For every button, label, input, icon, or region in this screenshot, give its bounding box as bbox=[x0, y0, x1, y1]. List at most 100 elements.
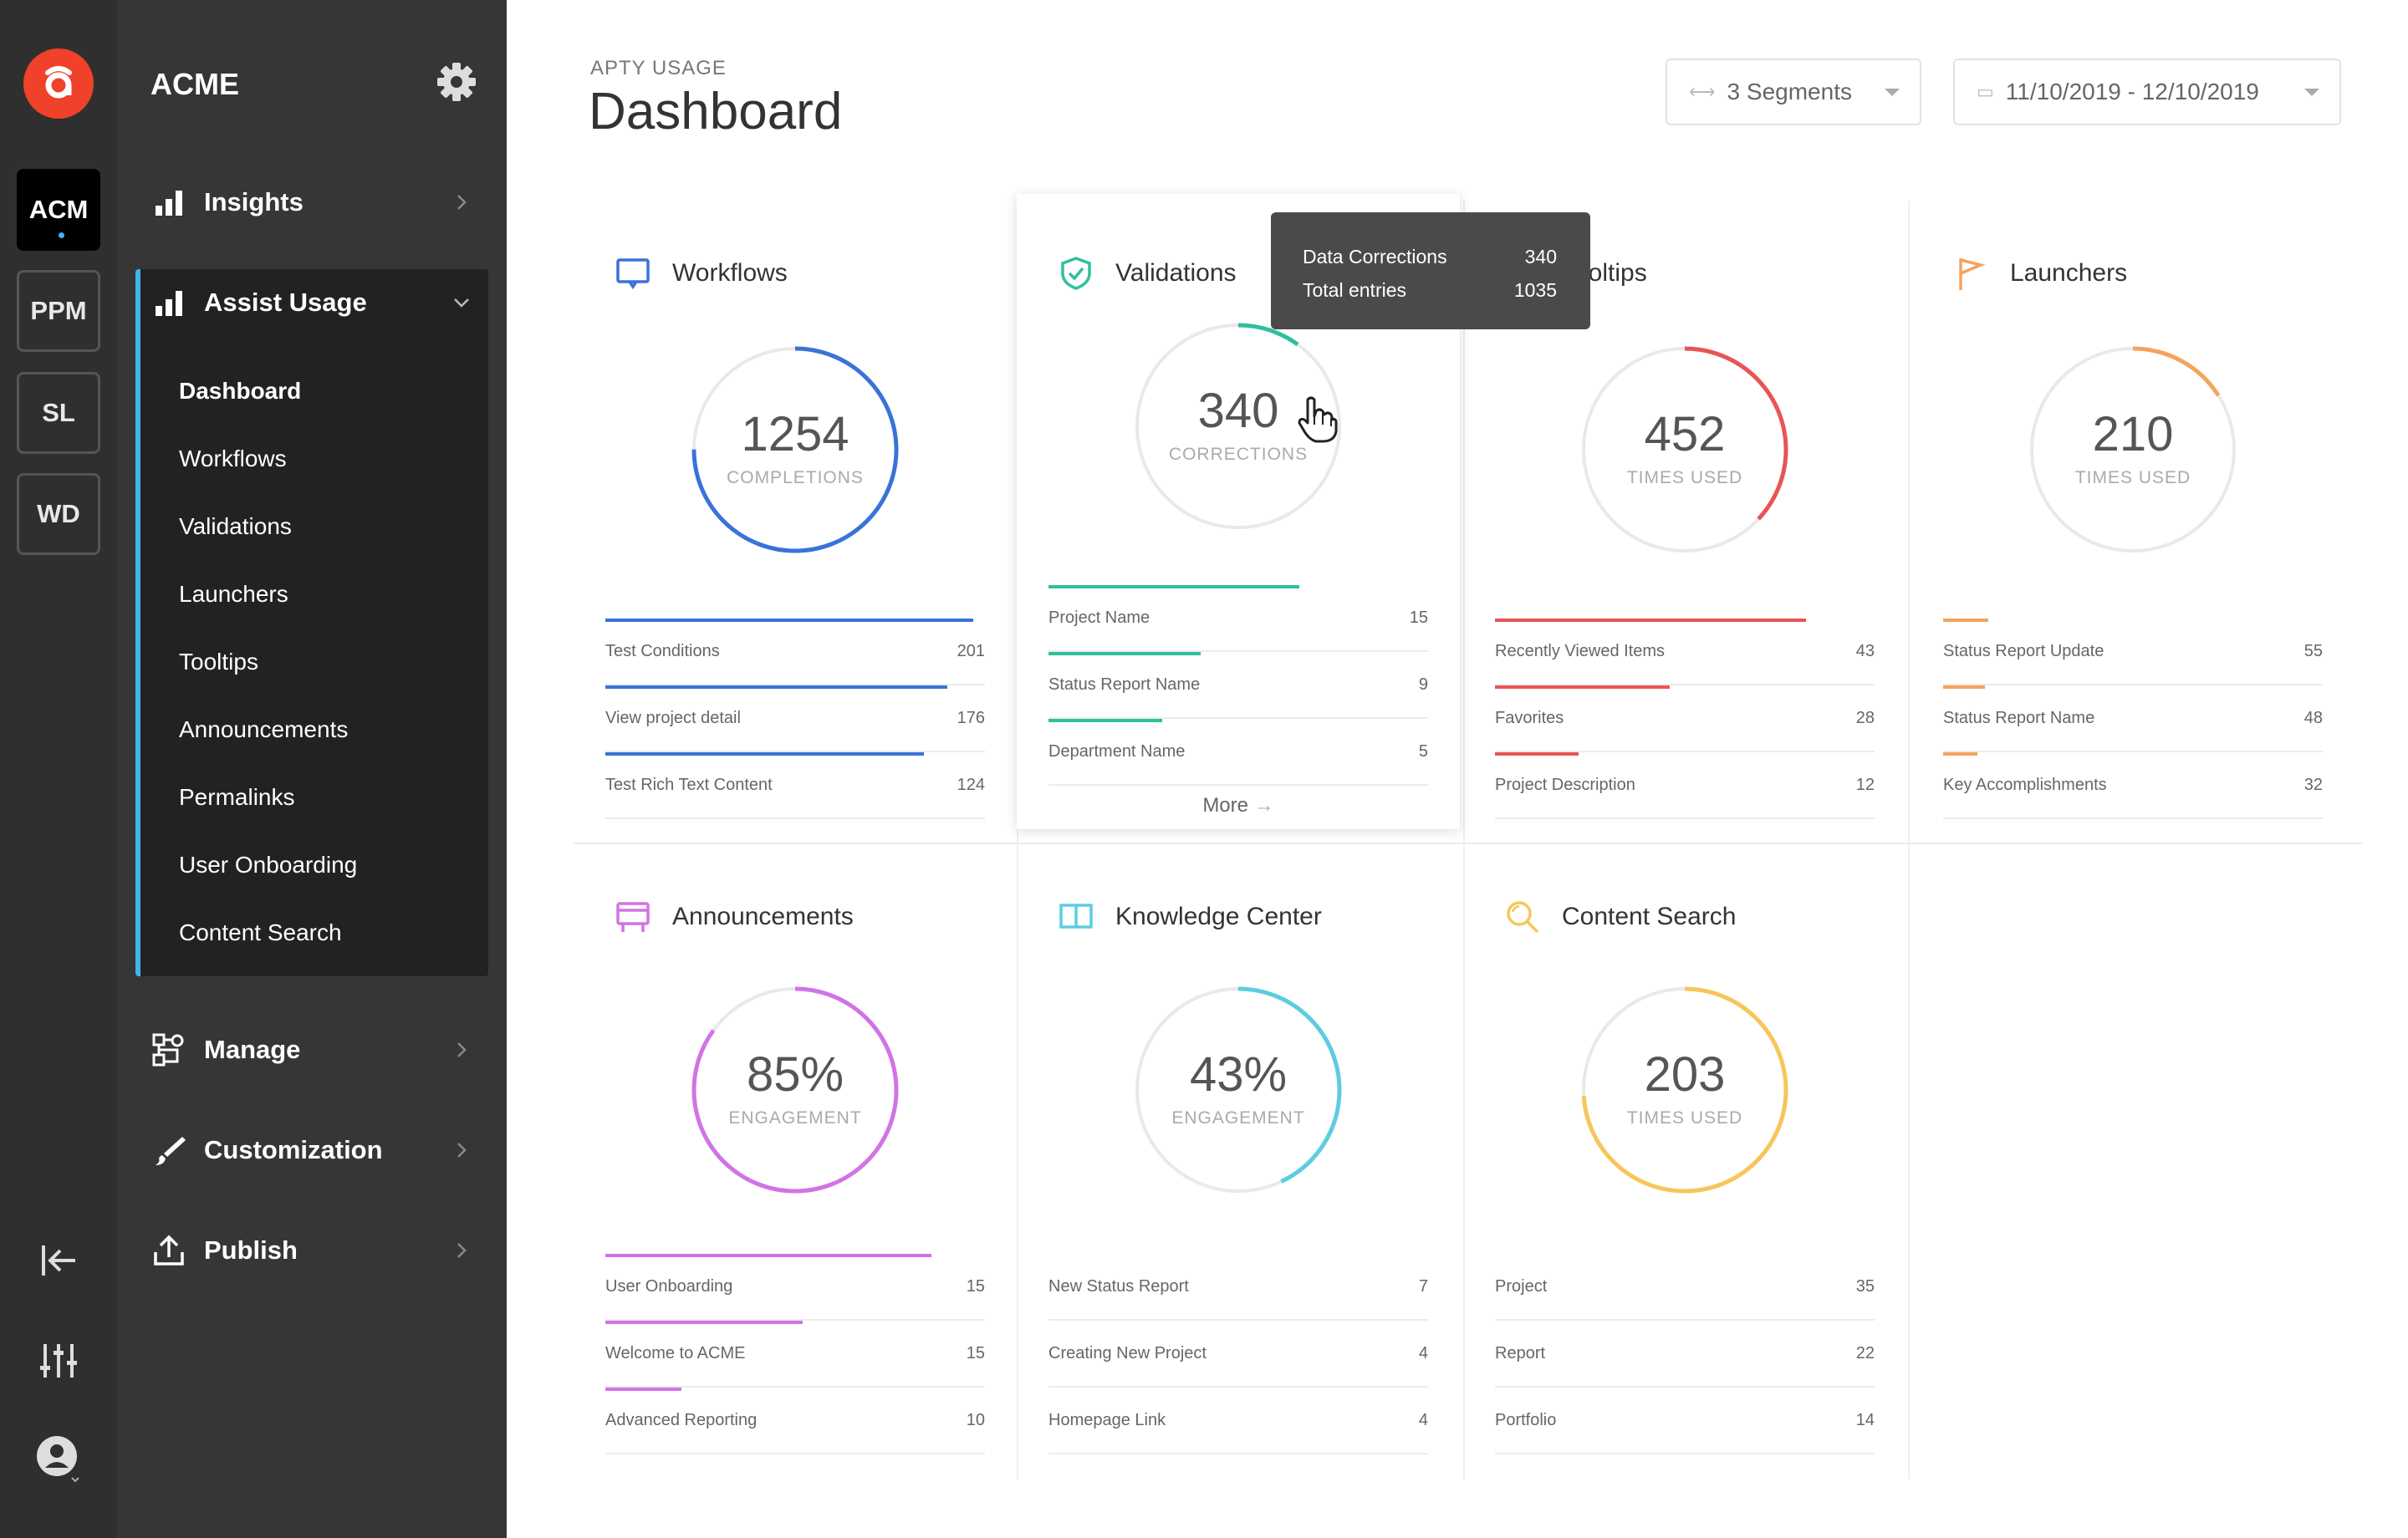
brush-icon bbox=[150, 1132, 187, 1169]
progress-ring[interactable]: 203 TIMES USED bbox=[1576, 981, 1793, 1199]
progress-ring[interactable]: 340 CORRECTIONS bbox=[1130, 318, 1347, 535]
item-count: 176 bbox=[957, 709, 985, 727]
widget-card-launchers[interactable]: Launchers 210 TIMES USED Status Report Upda… bbox=[1911, 201, 2354, 836]
progress-ring-graphic bbox=[1135, 986, 1342, 1194]
more-link[interactable]: More → bbox=[1017, 794, 1460, 817]
usage-bar bbox=[605, 1388, 681, 1391]
caret-down-icon bbox=[1885, 89, 1900, 96]
sidebar: ACME Insights Assist Usage Dashboard Wor… bbox=[117, 0, 507, 1538]
widget-card-workflows[interactable]: Workflows 1254 COMPLETIONS Test Conditions 2… bbox=[574, 201, 1017, 836]
progress-ring-graphic bbox=[691, 346, 899, 553]
segments-icon: ⟷ bbox=[1689, 81, 1716, 102]
list-item[interactable]: Project 35 bbox=[1495, 1254, 1875, 1321]
progress-ring[interactable]: 1254 COMPLETIONS bbox=[686, 341, 904, 558]
usage-bar bbox=[1943, 685, 1985, 689]
metric-unit: TIMES USED bbox=[2074, 468, 2191, 487]
list-item[interactable]: Report 22 bbox=[1495, 1321, 1875, 1388]
nav-assist-usage[interactable]: Assist Usage bbox=[150, 278, 485, 328]
usage-bar bbox=[1495, 619, 1807, 622]
workspace-acm[interactable]: ACM bbox=[17, 169, 100, 251]
progress-ring[interactable]: 85% ENGAGEMENT bbox=[686, 981, 904, 1199]
item-name: Project Description bbox=[1495, 776, 1635, 794]
chevron-right-icon bbox=[457, 1243, 467, 1258]
workspace-wd[interactable]: WD bbox=[17, 473, 100, 555]
widget-card-announcements[interactable]: Announcements 85% ENGAGEMENT User Onboardin… bbox=[574, 844, 1017, 1479]
list-item[interactable]: Department Name 5 bbox=[1048, 719, 1428, 786]
list-item[interactable]: Status Report Name 9 bbox=[1048, 652, 1428, 719]
list-item[interactable]: Advanced Reporting 10 bbox=[605, 1388, 985, 1454]
subnav-launchers[interactable]: Launchers bbox=[179, 581, 288, 607]
item-count: 9 bbox=[1418, 675, 1428, 694]
list-item[interactable]: New Status Report 7 bbox=[1048, 1254, 1428, 1321]
usage-bar bbox=[1048, 585, 1299, 588]
metric-value: 1254 bbox=[741, 407, 849, 461]
list-item[interactable]: Status Report Name 48 bbox=[1943, 685, 2323, 752]
list-item[interactable]: Test Rich Text Content 124 bbox=[605, 752, 985, 819]
chevron-right-icon bbox=[457, 1042, 467, 1057]
widget-header: Workflows bbox=[614, 254, 788, 293]
item-name: Creating New Project bbox=[1048, 1344, 1207, 1362]
settings-gear-icon[interactable] bbox=[435, 60, 478, 104]
list-item[interactable]: Test Conditions 201 bbox=[605, 619, 985, 685]
user-account-icon[interactable] bbox=[30, 1431, 87, 1488]
org-name: ACME bbox=[150, 67, 239, 101]
list-item[interactable]: Homepage Link 4 bbox=[1048, 1388, 1428, 1454]
nav-customization[interactable]: Customization bbox=[150, 1125, 485, 1175]
widget-type-icon bbox=[1951, 254, 1990, 293]
sliders-icon[interactable] bbox=[30, 1332, 87, 1389]
list-item[interactable]: Status Report Update 55 bbox=[1943, 619, 2323, 685]
item-name: Key Accomplishments bbox=[1943, 776, 2107, 794]
item-count: 28 bbox=[1855, 709, 1875, 727]
list-item[interactable]: View project detail 176 bbox=[605, 685, 985, 752]
item-count: 201 bbox=[957, 642, 985, 660]
subnav-content-search[interactable]: Content Search bbox=[179, 919, 342, 945]
nav-manage[interactable]: Manage bbox=[150, 1025, 485, 1075]
metric-unit: ENGAGEMENT bbox=[728, 1108, 862, 1128]
item-name: View project detail bbox=[605, 709, 741, 727]
metric-unit: TIMES USED bbox=[1626, 468, 1743, 487]
list-item[interactable]: Project Description 12 bbox=[1495, 752, 1875, 819]
nav-insights[interactable]: Insights bbox=[150, 177, 485, 227]
nav-publish[interactable]: Publish bbox=[150, 1225, 485, 1276]
list-item[interactable]: Welcome to ACME 15 bbox=[605, 1321, 985, 1388]
segments-value: 3 Segments bbox=[1727, 79, 1852, 104]
progress-ring[interactable]: 43% ENGAGEMENT bbox=[1130, 981, 1347, 1199]
widget-header: Validations bbox=[1057, 254, 1237, 293]
ring-progress bbox=[1135, 323, 1342, 530]
widget-card-tooltips[interactable]: Tooltips 452 TIMES USED Recently Viewed Ite… bbox=[1463, 201, 1906, 836]
subnav-validations[interactable]: Validations bbox=[179, 513, 292, 539]
list-item[interactable]: User Onboarding 15 bbox=[605, 1254, 985, 1321]
subnav-announcements[interactable]: Announcements bbox=[179, 716, 349, 742]
list-item[interactable]: Key Accomplishments 32 bbox=[1943, 752, 2323, 819]
widget-card-content-search[interactable]: Content Search 203 TIMES USED Project 35 Repo… bbox=[1463, 844, 1906, 1479]
grid-divider bbox=[1017, 201, 1018, 1479]
progress-ring[interactable]: 210 TIMES USED bbox=[2024, 341, 2242, 558]
workspace-ppm[interactable]: PPM bbox=[17, 270, 100, 352]
list-item[interactable]: Recently Viewed Items 43 bbox=[1495, 619, 1875, 685]
collapse-sidebar-icon[interactable] bbox=[30, 1232, 87, 1289]
item-count: 10 bbox=[966, 1411, 985, 1429]
apty-logo[interactable] bbox=[23, 48, 94, 119]
metric-unit: CORRECTIONS bbox=[1168, 445, 1309, 464]
list-item[interactable]: Creating New Project 4 bbox=[1048, 1321, 1428, 1388]
item-name: Favorites bbox=[1495, 709, 1564, 727]
item-name: Welcome to ACME bbox=[605, 1344, 746, 1362]
widget-card-knowledge-center[interactable]: Knowledge Center 43% ENGAGEMENT New Status … bbox=[1017, 844, 1460, 1479]
subnav-workflows[interactable]: Workflows bbox=[179, 446, 287, 471]
list-item[interactable]: Project Name 15 bbox=[1048, 585, 1428, 652]
subnav-dashboard[interactable]: Dashboard bbox=[179, 378, 302, 404]
item-count: 35 bbox=[1855, 1277, 1875, 1296]
list-item[interactable]: Favorites 28 bbox=[1495, 685, 1875, 752]
segments-dropdown[interactable]: ⟷ 3 Segments bbox=[1666, 59, 1921, 125]
progress-ring[interactable]: 452 TIMES USED bbox=[1576, 341, 1793, 558]
list-item[interactable]: Portfolio 14 bbox=[1495, 1388, 1875, 1454]
tooltip-value: 1035 bbox=[1513, 279, 1557, 301]
workspace-sl[interactable]: SL bbox=[17, 372, 100, 454]
subnav-user-onboarding[interactable]: User Onboarding bbox=[179, 852, 358, 878]
grid-divider bbox=[1908, 201, 1910, 1479]
item-name: Portfolio bbox=[1495, 1411, 1557, 1429]
date-range-dropdown[interactable]: ▭ 11/10/2019 - 12/10/2019 bbox=[1953, 59, 2341, 125]
progress-ring-graphic bbox=[691, 986, 899, 1194]
subnav-permalinks[interactable]: Permalinks bbox=[179, 784, 295, 810]
subnav-tooltips[interactable]: Tooltips bbox=[179, 649, 258, 675]
